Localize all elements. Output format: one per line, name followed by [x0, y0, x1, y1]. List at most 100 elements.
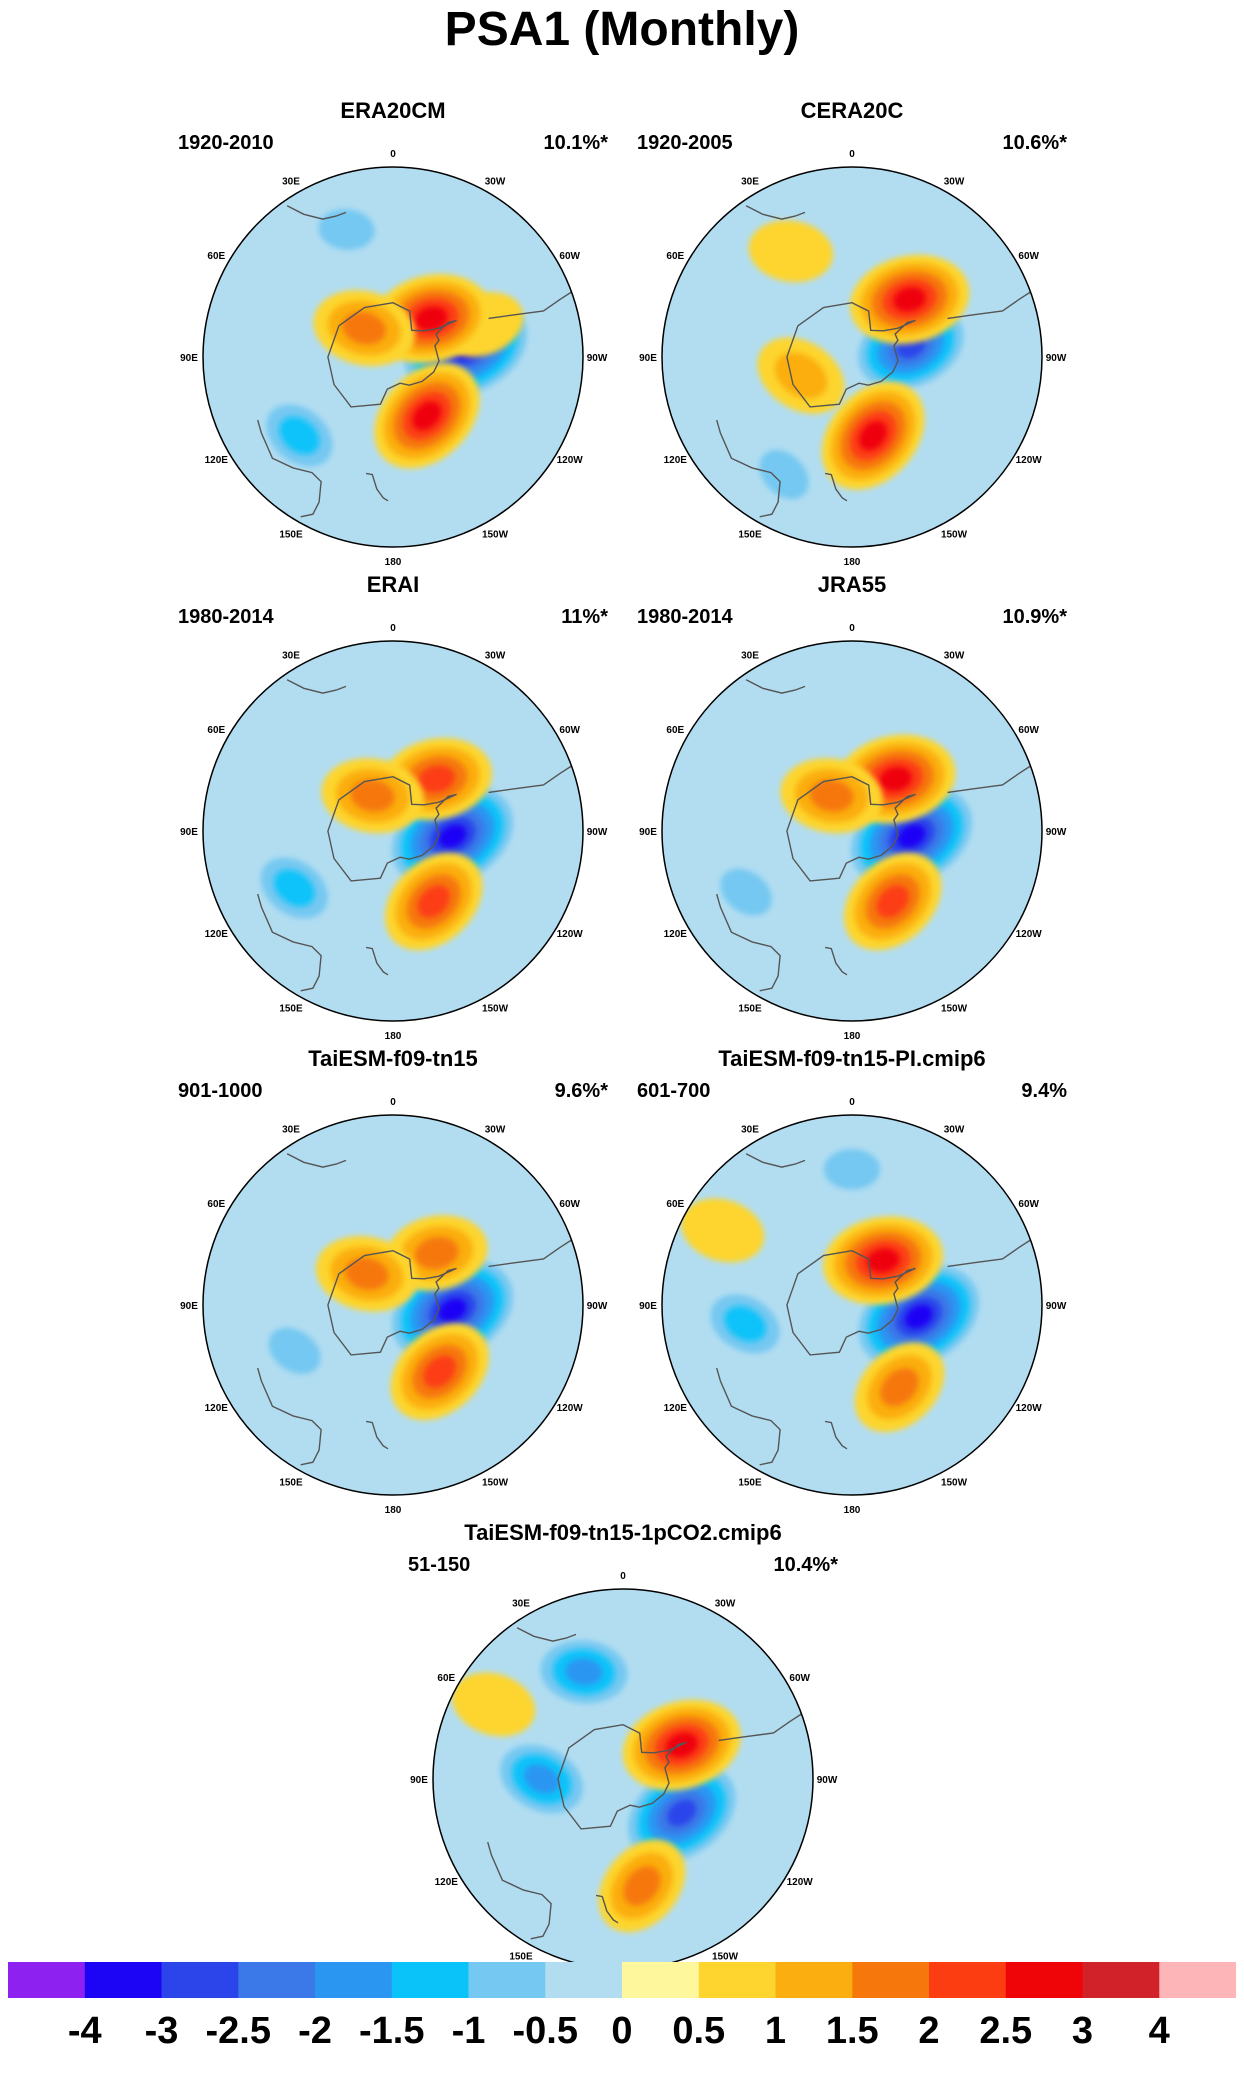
coastline: [718, 1713, 802, 1742]
colorbar-swatch: [84, 1962, 163, 1998]
contour-level: [279, 416, 320, 455]
longitude-label: 60W: [559, 725, 580, 736]
panel-variance: 9.4%: [1021, 1080, 1067, 1102]
longitude-label: 120W: [557, 1403, 584, 1414]
panel-period: 1980-2014: [637, 606, 733, 628]
longitude-label: 30E: [741, 176, 759, 187]
longitude-label: 0: [849, 623, 855, 634]
coastline: [488, 291, 572, 320]
polar-map: 0 30E 60E 90E 120E 150E 180 150W 120W 90W 60W 30W: [639, 149, 1067, 568]
longitude-label: 120E: [205, 1403, 229, 1414]
coastline: [824, 946, 848, 976]
colorbar-swatch: [852, 1962, 930, 1998]
panel-period: 51-150: [408, 1554, 471, 1576]
panel-title: ERAI: [366, 572, 420, 597]
colorbar-swatch: [161, 1962, 239, 1998]
longitude-label: 60W: [1018, 251, 1039, 262]
contour-level: [893, 287, 926, 312]
longitude-label: 120W: [1016, 1403, 1043, 1414]
longitude-label: 30W: [485, 1124, 506, 1135]
panel-variance: 10.6%*: [1002, 132, 1068, 154]
longitude-label: 90W: [587, 353, 608, 364]
coastline: [745, 1153, 806, 1168]
contour-field: [203, 167, 583, 547]
longitude-label: 120E: [664, 929, 688, 940]
coastline: [716, 893, 781, 992]
map-panel-taiesm-1pco2: TaiESM-f09-tn15-1pCO2.cmip6 51-150 10.4%…: [388, 1520, 858, 1990]
coastline: [365, 472, 389, 502]
polar-map: 0 30E 60E 90E 120E 150E 180 150W 120W 90W 60W 30W: [639, 623, 1067, 1042]
contour-level: [414, 1236, 459, 1270]
contour-level: [523, 1764, 560, 1794]
coastline: [488, 1239, 572, 1268]
panel-period: 601-700: [637, 1080, 711, 1102]
longitude-label: 30W: [485, 650, 506, 661]
longitude-label: 150W: [482, 1004, 509, 1015]
longitude-label: 180: [844, 1031, 861, 1042]
coastline: [365, 1420, 389, 1450]
panel-period: 1920-2010: [178, 132, 274, 154]
longitude-label: 120E: [664, 455, 688, 466]
contour-level: [415, 306, 448, 331]
longitude-label: 30W: [485, 176, 506, 187]
contour-level: [565, 1658, 603, 1686]
coastline: [786, 775, 916, 882]
longitude-label: 90W: [587, 827, 608, 838]
longitude-label: 60E: [437, 1673, 455, 1684]
map-panel-era20cm: ERA20CM 1920-2010 10.1%* 0 30E 60E 90E 120E 1…: [158, 98, 628, 568]
contour-level: [809, 779, 854, 812]
longitude-label: 150W: [482, 530, 509, 541]
longitude-label: 90W: [1046, 1301, 1067, 1312]
background-field: [433, 1589, 813, 1969]
contour-level: [418, 765, 456, 793]
longitude-label: 120W: [557, 929, 584, 940]
map-border: [661, 640, 1043, 1022]
colorbar-tick-label: -1: [451, 2010, 486, 2052]
longitude-label: 120E: [664, 1403, 688, 1414]
map-border: [661, 1114, 1043, 1496]
longitude-label: 120W: [1016, 455, 1043, 466]
coastline: [786, 1249, 916, 1356]
longitude-label: 90E: [639, 1301, 657, 1312]
longitude-label: 0: [390, 623, 396, 634]
panel-title: TaiESM-f09-tn15-1pCO2.cmip6: [464, 1520, 782, 1545]
contour-level: [880, 1368, 919, 1407]
panel-title: ERA20CM: [340, 98, 446, 123]
contour-level: [759, 449, 809, 500]
longitude-label: 0: [390, 149, 396, 160]
contour-level: [681, 1198, 765, 1263]
panel-title: CERA20C: [800, 98, 904, 123]
coastlines: [257, 205, 572, 518]
longitude-label: 150E: [279, 1478, 303, 1489]
polar-map: 0 30E 60E 90E 120E 150E 180 150W 120W 90W 60W 30W: [180, 149, 608, 568]
colorbar-tick-label: 4: [1148, 2010, 1170, 2052]
longitude-label: 90E: [639, 827, 657, 838]
coastlines: [257, 1153, 572, 1466]
contour-level: [452, 1672, 536, 1737]
panel-variance: 10.9%*: [1002, 606, 1068, 628]
colorbar: [8, 1962, 1236, 1998]
longitude-label: 120W: [787, 1877, 814, 1888]
longitude-label: 150E: [279, 530, 303, 541]
polar-map: 0 30E 60E 90E 120E 150E 180 150W 120W 90W 60W 30W: [180, 1097, 608, 1516]
colorbar-tick-label: -1.5: [359, 2010, 425, 2052]
map-panel-erai: ERAI 1980-2014 11%* 0 30E 60E 90E 120E 150E 18…: [158, 572, 628, 1042]
contour-level: [748, 220, 834, 283]
map-panel-jra55: JRA55 1980-2014 10.9%* 0 30E 60E 90E 120E 150…: [617, 572, 1087, 1042]
longitude-label: 30W: [944, 176, 965, 187]
longitude-label: 30E: [282, 1124, 300, 1135]
longitude-label: 120E: [205, 929, 229, 940]
coastline: [286, 679, 347, 694]
map-border: [661, 166, 1043, 548]
contour-level: [866, 1248, 900, 1273]
longitude-label: 30W: [715, 1598, 736, 1609]
contour-level: [859, 420, 888, 451]
coastline: [327, 775, 457, 882]
map-panel-cera20c: CERA20C 1920-2005 10.6%* 0 30E 60E 90E 120E 1…: [617, 98, 1087, 568]
contour-level: [417, 885, 450, 918]
contour-level: [897, 824, 926, 848]
colorbar-swatch: [1005, 1962, 1084, 1998]
longitude-label: 0: [849, 1097, 855, 1108]
longitude-label: 90W: [1046, 353, 1067, 364]
longitude-label: 60E: [666, 1199, 684, 1210]
